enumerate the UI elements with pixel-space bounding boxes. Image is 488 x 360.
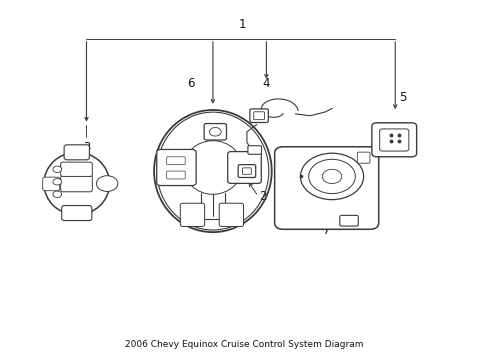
Text: 6: 6 (187, 77, 194, 90)
Text: 1: 1 (238, 18, 245, 31)
Circle shape (53, 191, 61, 198)
FancyBboxPatch shape (339, 215, 358, 226)
Circle shape (322, 169, 341, 184)
FancyBboxPatch shape (253, 112, 264, 120)
FancyBboxPatch shape (357, 152, 369, 163)
FancyBboxPatch shape (238, 165, 255, 177)
FancyBboxPatch shape (61, 162, 92, 176)
FancyBboxPatch shape (157, 149, 196, 185)
Text: 4: 4 (262, 77, 269, 90)
FancyBboxPatch shape (61, 206, 92, 221)
Ellipse shape (183, 141, 242, 194)
Circle shape (300, 153, 363, 200)
Circle shape (308, 159, 355, 194)
FancyBboxPatch shape (166, 171, 185, 179)
Text: 2006 Chevy Equinox Cruise Control System Diagram: 2006 Chevy Equinox Cruise Control System… (125, 340, 363, 349)
Circle shape (53, 166, 61, 172)
FancyBboxPatch shape (379, 129, 408, 151)
FancyBboxPatch shape (64, 145, 89, 160)
Text: 3: 3 (82, 141, 90, 154)
FancyBboxPatch shape (203, 123, 226, 140)
FancyBboxPatch shape (61, 176, 92, 192)
FancyBboxPatch shape (371, 123, 416, 157)
FancyBboxPatch shape (274, 147, 378, 229)
Ellipse shape (44, 152, 109, 215)
Circle shape (96, 176, 118, 192)
FancyBboxPatch shape (166, 157, 185, 165)
FancyBboxPatch shape (247, 146, 261, 154)
FancyBboxPatch shape (227, 152, 261, 183)
Text: 5: 5 (398, 91, 406, 104)
FancyBboxPatch shape (249, 109, 268, 122)
FancyBboxPatch shape (242, 168, 251, 174)
Circle shape (53, 179, 61, 185)
FancyBboxPatch shape (219, 203, 243, 226)
FancyBboxPatch shape (42, 177, 60, 191)
FancyBboxPatch shape (180, 203, 204, 226)
Text: 2: 2 (259, 190, 266, 203)
Circle shape (209, 127, 221, 136)
Text: 7: 7 (323, 224, 330, 237)
